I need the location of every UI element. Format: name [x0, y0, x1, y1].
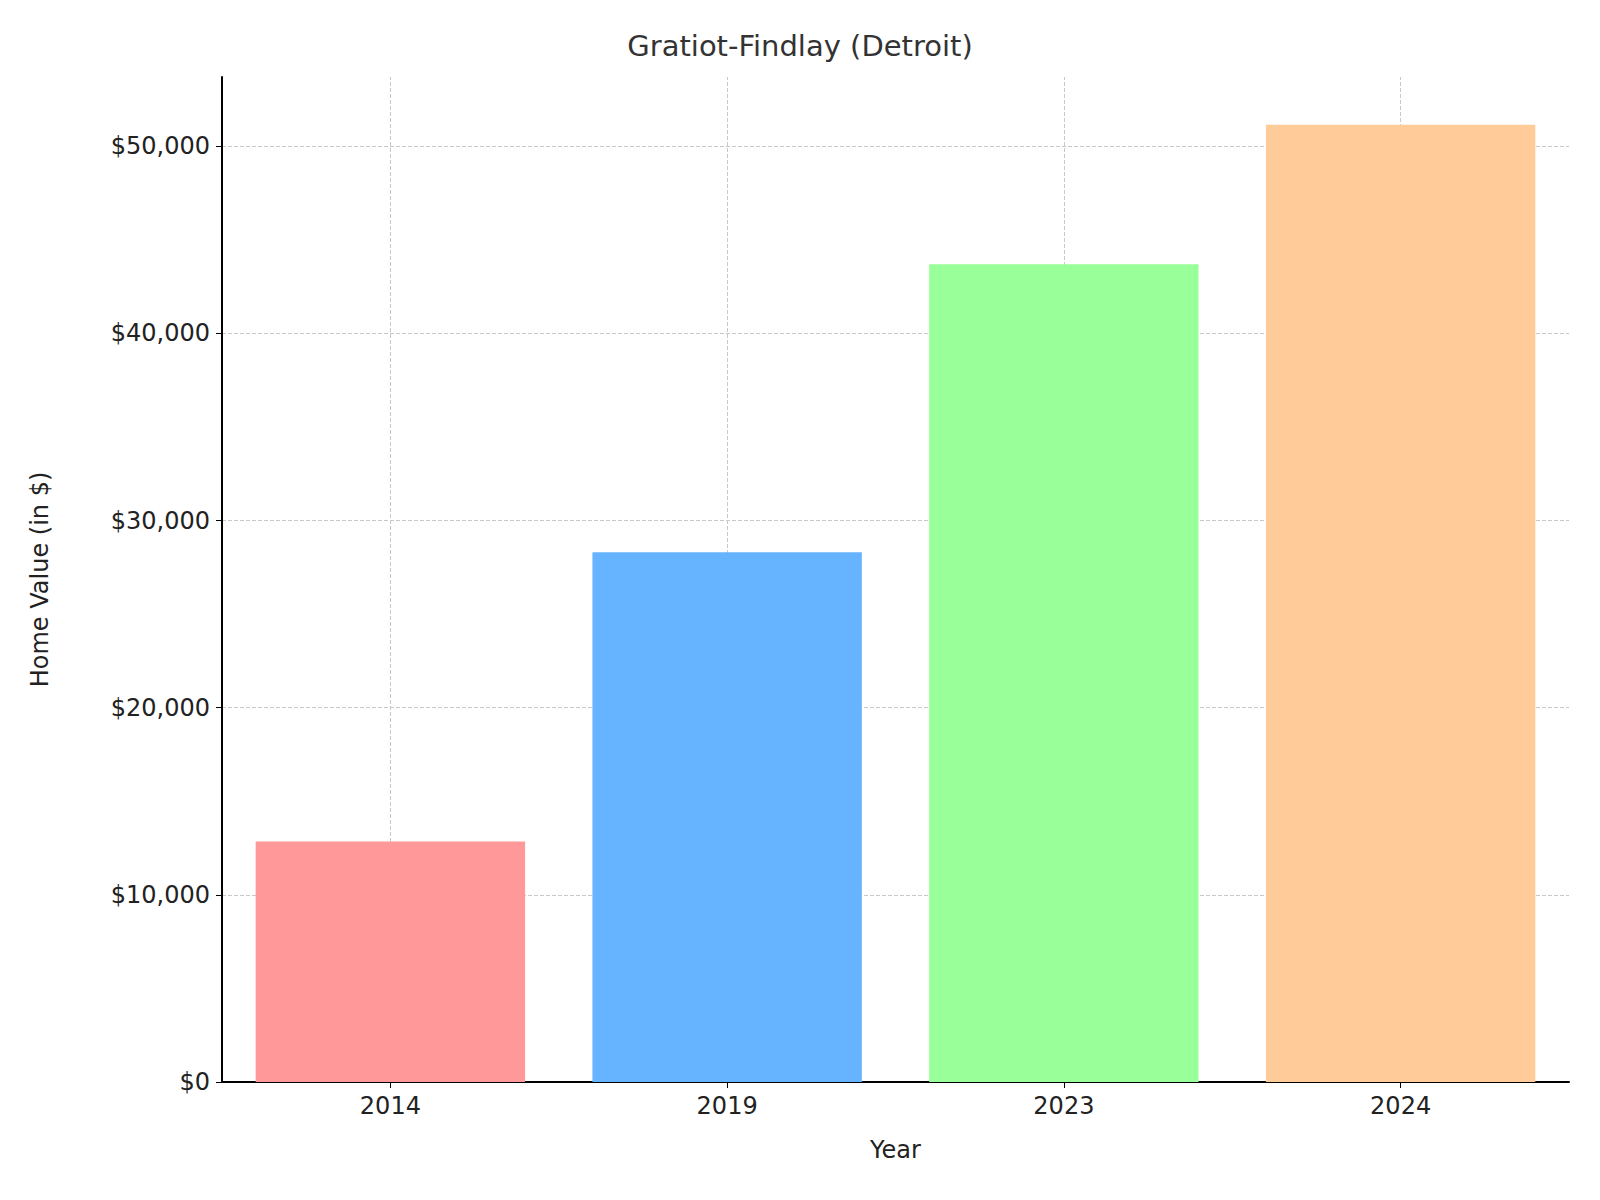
svg-text:$30,000: $30,000	[111, 507, 210, 535]
svg-text:$20,000: $20,000	[111, 694, 210, 722]
svg-text:Gratiot-Findlay (Detroit): Gratiot-Findlay (Detroit)	[627, 29, 972, 63]
svg-text:2023: 2023	[1033, 1092, 1094, 1120]
svg-text:2024: 2024	[1370, 1092, 1431, 1120]
svg-text:$10,000: $10,000	[111, 881, 210, 909]
svg-text:$0: $0	[179, 1068, 210, 1096]
svg-text:Home Value (in $): Home Value (in $)	[26, 472, 54, 688]
svg-text:2019: 2019	[697, 1092, 758, 1120]
svg-text:$50,000: $50,000	[111, 132, 210, 160]
svg-text:Year: Year	[869, 1136, 921, 1164]
svg-text:2014: 2014	[360, 1092, 421, 1120]
svg-text:$40,000: $40,000	[111, 319, 210, 347]
